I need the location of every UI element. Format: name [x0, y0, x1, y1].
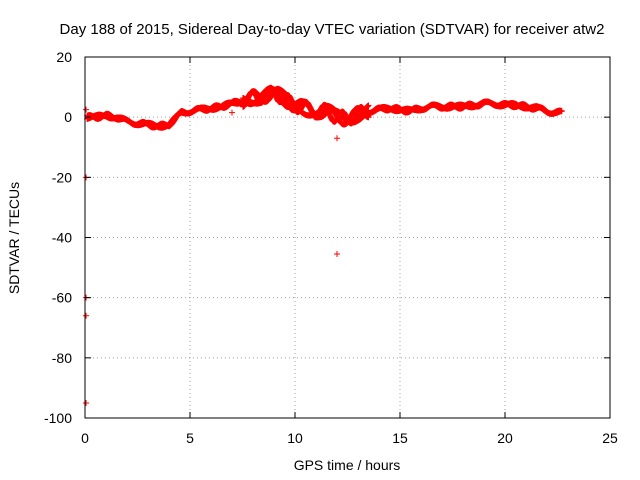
- y-tick-label: -80: [52, 350, 72, 366]
- y-tick-label: -40: [52, 230, 72, 246]
- grid-lines: [85, 57, 610, 418]
- x-tick-label: 25: [602, 430, 618, 446]
- y-tick-label: 20: [56, 49, 72, 65]
- y-tick-label: -60: [52, 290, 72, 306]
- y-tick-label: -100: [44, 410, 72, 426]
- outlier-point: [229, 109, 235, 116]
- x-tick-label: 10: [287, 430, 303, 446]
- x-axis-label: GPS time / hours: [294, 457, 401, 473]
- x-tick-label: 0: [81, 430, 89, 446]
- outlier-point: [83, 399, 90, 406]
- axis-ticks: 0 5 10 15 20 25 20 0 -20 -40 -60 -80 -100: [44, 49, 618, 446]
- y-axis-label: SDTVAR / TECUs: [6, 182, 22, 294]
- data-points: [83, 84, 565, 406]
- data-point: [558, 107, 565, 114]
- outlier-point: [83, 312, 90, 319]
- outlier-point: [334, 251, 340, 258]
- chart-title: Day 188 of 2015, Sidereal Day-to-day VTE…: [60, 21, 605, 38]
- y-tick-label: -20: [52, 169, 72, 185]
- data-point: [365, 102, 372, 109]
- x-tick-label: 15: [392, 430, 408, 446]
- x-tick-label: 5: [186, 430, 194, 446]
- x-tick-label: 20: [497, 430, 513, 446]
- y-tick-label: 0: [64, 109, 72, 125]
- outlier-point: [334, 135, 340, 142]
- outlier-point: [83, 106, 90, 113]
